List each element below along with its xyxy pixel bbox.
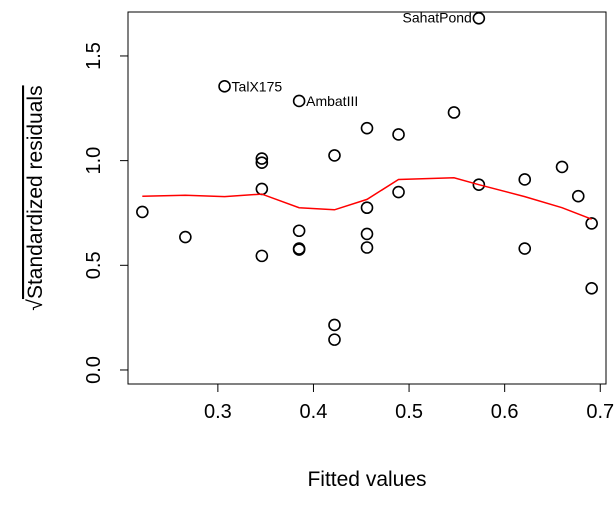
y-axis: 0.0 0.5 1.0 1.5 bbox=[83, 42, 129, 384]
smooth-line bbox=[142, 177, 592, 220]
data-point bbox=[328, 333, 341, 346]
data-point bbox=[555, 160, 569, 174]
point-annotation: SahatPond bbox=[403, 9, 472, 25]
x-tick-label: 0.5 bbox=[395, 401, 423, 423]
data-point bbox=[360, 121, 374, 135]
data-point bbox=[392, 128, 405, 141]
sqrt-symbol: √ bbox=[24, 299, 47, 311]
y-axis-label-text: Standardized residuals bbox=[24, 85, 47, 299]
plot-frame bbox=[127, 11, 607, 385]
points-layer bbox=[136, 11, 598, 346]
data-point bbox=[136, 205, 149, 219]
y-tick-label: 0.5 bbox=[83, 251, 105, 279]
data-point bbox=[255, 152, 269, 165]
data-point bbox=[518, 173, 532, 186]
x-tick-label: 0.3 bbox=[204, 401, 232, 423]
x-axis-label: Fitted values bbox=[307, 468, 426, 491]
data-point bbox=[360, 241, 374, 254]
data-point bbox=[447, 106, 461, 119]
data-point bbox=[472, 11, 486, 25]
data-point bbox=[179, 230, 192, 244]
x-axis: 0.3 0.4 0.5 0.6 0.7 bbox=[204, 383, 614, 423]
data-point bbox=[292, 242, 306, 255]
data-point bbox=[292, 224, 306, 238]
data-point bbox=[360, 227, 374, 241]
data-point bbox=[472, 178, 486, 192]
y-tick-label: 1.5 bbox=[83, 42, 105, 70]
data-point bbox=[255, 249, 269, 263]
data-point bbox=[328, 318, 341, 332]
data-point bbox=[585, 217, 598, 230]
data-point bbox=[518, 242, 532, 255]
data-point bbox=[292, 94, 306, 108]
data-point bbox=[360, 201, 374, 215]
data-point bbox=[255, 156, 269, 170]
point-annotation: AmbatIII bbox=[306, 93, 358, 109]
annotations-layer: SahatPond TalX175 AmbatIII bbox=[232, 9, 472, 109]
data-point bbox=[392, 185, 405, 199]
data-point bbox=[571, 189, 585, 203]
smooth-layer bbox=[142, 177, 592, 220]
data-point bbox=[585, 282, 598, 295]
y-axis-label: √Standardized residuals bbox=[24, 85, 47, 310]
data-point bbox=[328, 149, 341, 162]
x-tick-label: 0.4 bbox=[300, 401, 328, 423]
x-tick-label: 0.7 bbox=[586, 401, 614, 423]
data-point bbox=[255, 182, 269, 196]
y-tick-label: 1.0 bbox=[83, 147, 105, 175]
y-axis-label-group: √Standardized residuals bbox=[24, 85, 47, 310]
y-tick-label: 0.0 bbox=[83, 356, 105, 384]
point-annotation: TalX175 bbox=[232, 78, 283, 94]
x-tick-label: 0.6 bbox=[491, 401, 519, 423]
data-point bbox=[218, 80, 231, 93]
